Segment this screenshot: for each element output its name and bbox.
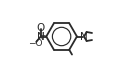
- Text: −O: −O: [28, 39, 42, 48]
- Text: +: +: [39, 31, 45, 40]
- Text: N: N: [37, 32, 45, 41]
- Text: O: O: [37, 23, 45, 33]
- Text: N: N: [80, 32, 87, 41]
